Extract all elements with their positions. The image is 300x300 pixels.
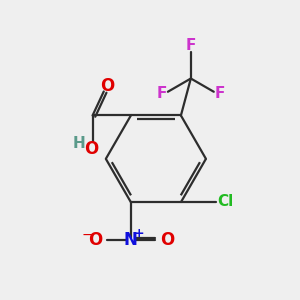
Text: Cl: Cl bbox=[217, 194, 233, 209]
Text: H: H bbox=[73, 136, 86, 151]
Text: O: O bbox=[84, 140, 98, 158]
Text: F: F bbox=[156, 86, 167, 101]
Text: −: − bbox=[82, 228, 93, 242]
Text: N: N bbox=[124, 232, 138, 250]
Text: O: O bbox=[88, 231, 102, 249]
Text: F: F bbox=[215, 86, 225, 101]
Text: F: F bbox=[186, 38, 196, 53]
Text: O: O bbox=[100, 77, 114, 95]
Text: +: + bbox=[134, 227, 144, 241]
Text: O: O bbox=[160, 231, 174, 249]
